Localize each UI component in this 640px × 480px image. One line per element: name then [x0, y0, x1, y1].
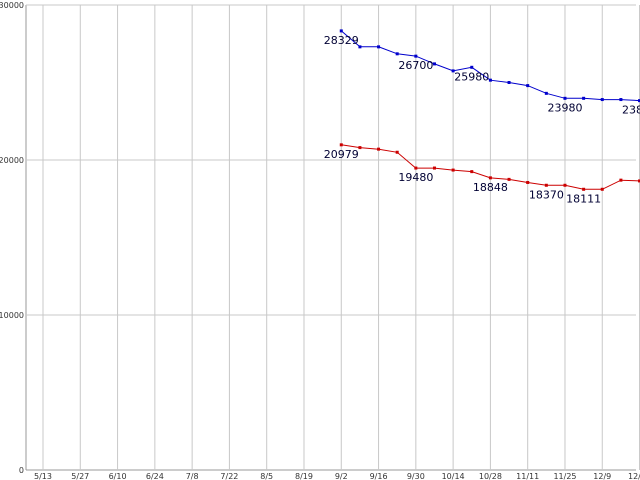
data-point: [451, 69, 455, 73]
y-tick-label: 0: [19, 466, 24, 475]
y-tick-labels: 0 10000 20000 30000: [0, 1, 24, 475]
data-point: [488, 176, 492, 180]
data-point: [544, 91, 548, 95]
x-tick-label: 9/16: [370, 472, 388, 480]
data-label: 25980: [454, 70, 489, 83]
data-point: [358, 45, 362, 49]
data-point: [600, 187, 604, 191]
data-label: 18848: [473, 181, 508, 194]
data-point: [507, 177, 511, 181]
x-tick-label: 10/14: [442, 472, 465, 480]
data-point: [470, 65, 474, 69]
data-point: [432, 166, 436, 170]
x-tick-label: 7/8: [186, 472, 199, 480]
data-point: [377, 45, 381, 49]
data-label: 23980: [547, 101, 582, 114]
data-point: [600, 98, 604, 102]
data-point: [526, 180, 530, 184]
data-point: [563, 183, 567, 187]
data-point: [619, 178, 623, 182]
x-tick-label: 11/25: [553, 472, 576, 480]
x-tick-label: 11/11: [516, 472, 539, 480]
x-tick-label: 6/10: [109, 472, 127, 480]
data-point: [638, 99, 640, 103]
data-label: 23830: [622, 104, 640, 117]
x-tick-label: 8/5: [260, 472, 273, 480]
data-label: 18370: [529, 188, 564, 201]
data-point: [339, 143, 343, 147]
data-point: [414, 54, 418, 58]
x-tick-label: 7/22: [220, 472, 238, 480]
data-point: [488, 78, 492, 82]
data-label: 26700: [398, 59, 433, 72]
data-point: [395, 52, 399, 56]
data-point: [507, 81, 511, 84]
x-tick-label: 5/27: [71, 472, 89, 480]
data-point: [358, 146, 362, 150]
data-point: [619, 98, 623, 102]
data-point: [470, 170, 474, 174]
data-point: [432, 62, 436, 66]
x-tick-label: 5/13: [34, 472, 52, 480]
data-label: 19480: [398, 171, 433, 184]
x-tick-label: 8/19: [295, 472, 313, 480]
data-labels: 28329 26700 25980 23980 23830 20979 19480 18848…: [324, 34, 640, 205]
x-tick-label: 12/9: [593, 472, 611, 480]
data-point: [451, 168, 455, 172]
x-tick-label: 6/24: [146, 472, 164, 480]
data-point: [414, 166, 418, 170]
data-label: 18111: [566, 192, 601, 205]
data-point: [582, 96, 586, 100]
data-label: 28329: [324, 34, 359, 47]
x-tick-labels: 5/13 5/27 6/10 6/24 7/8 7/22 8/5 8/19 9/2 9/16 9/3…: [34, 472, 640, 480]
y-tick-label: 20000: [0, 156, 24, 165]
data-point: [339, 29, 343, 33]
data-point: [563, 96, 567, 100]
y-tick-label: 10000: [0, 311, 24, 320]
data-point: [638, 179, 640, 183]
y-tick-label: 30000: [0, 1, 24, 10]
data-point: [377, 147, 381, 151]
data-point: [526, 84, 530, 88]
x-tick-label: 10/28: [479, 472, 502, 480]
data-label: 20979: [324, 148, 359, 161]
x-tick-label: 9/30: [407, 472, 425, 480]
grid: [25, 4, 640, 471]
data-point: [544, 183, 548, 187]
series-group: [339, 29, 640, 191]
x-tick-label: 9/2: [335, 472, 348, 480]
data-point: [395, 150, 399, 154]
x-tick-label: 12/22: [628, 472, 640, 480]
data-point: [582, 187, 586, 191]
